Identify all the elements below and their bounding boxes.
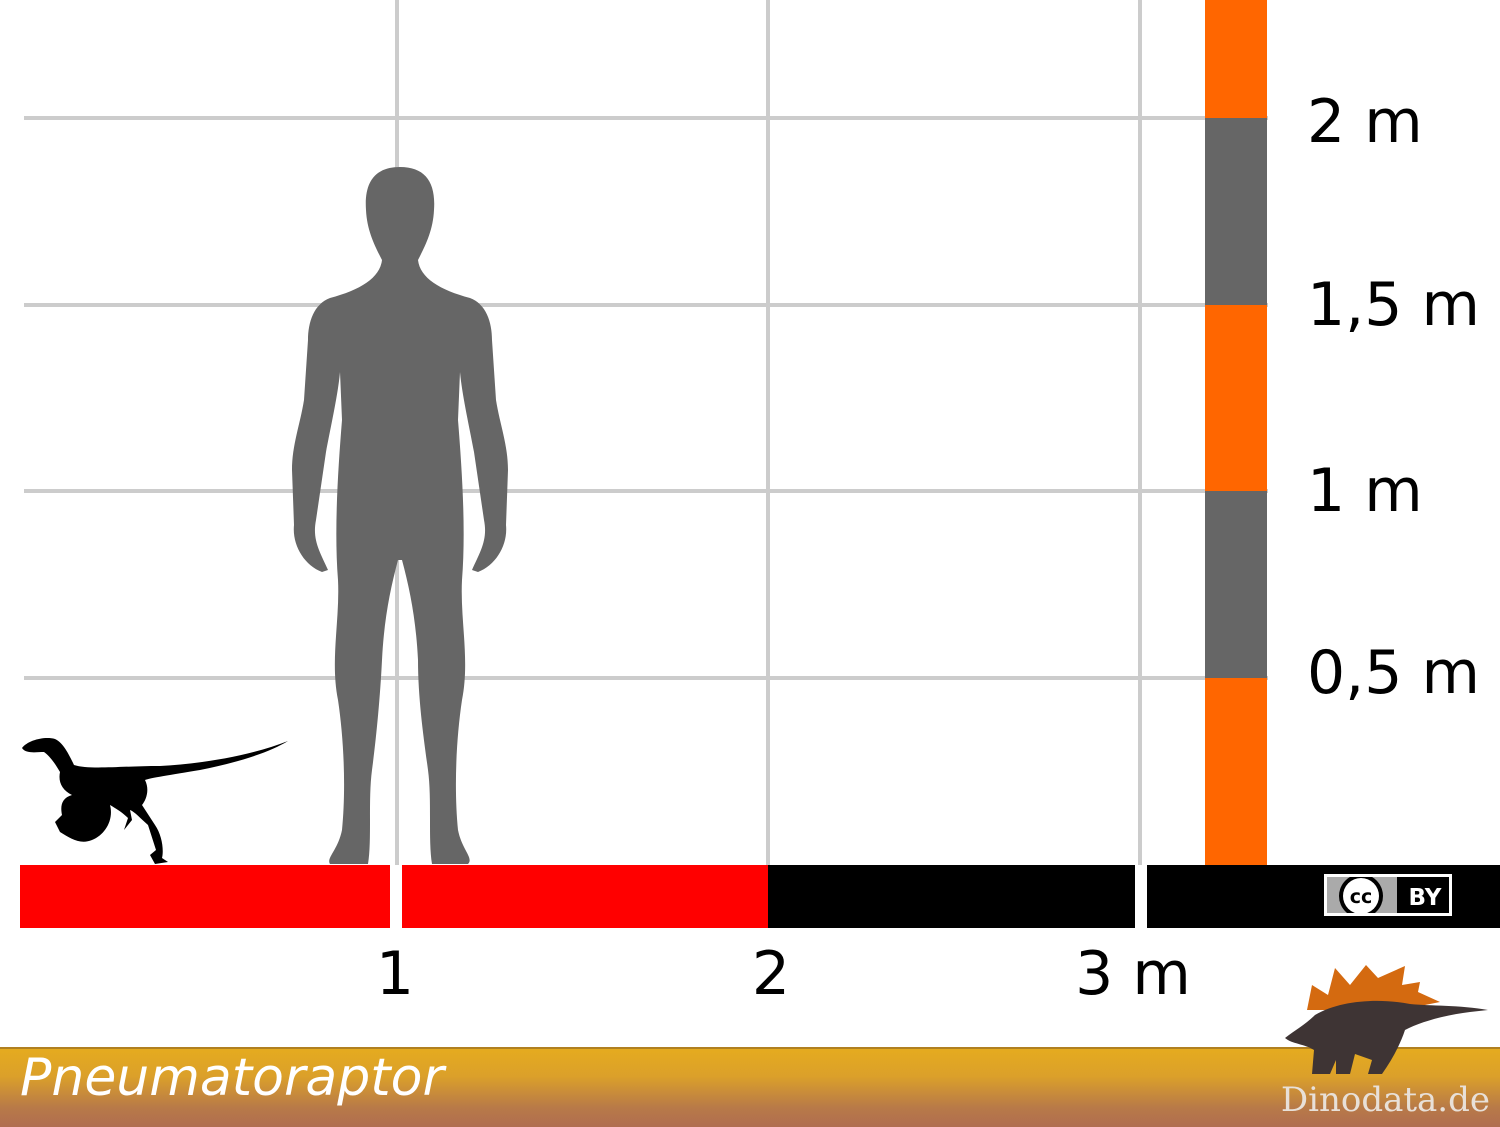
grid-line-vertical: [1138, 0, 1142, 865]
human-silhouette: [292, 167, 508, 864]
height-scale-segment: [1205, 118, 1267, 305]
svg-text:BY: BY: [1409, 885, 1442, 911]
silhouettes: [22, 167, 508, 864]
length-bar-dino: [402, 865, 768, 928]
grid-line-horizontal: [24, 116, 1268, 120]
length-label: 3 m: [1075, 939, 1191, 1009]
height-scale-segment: [1205, 305, 1267, 491]
cc-icon: cc BY: [1327, 874, 1442, 918]
height-scale-segment: [1205, 491, 1267, 678]
length-bar-dino: [20, 865, 390, 928]
grid-line-horizontal: [24, 676, 1268, 680]
height-label: 1 m: [1307, 456, 1423, 526]
site-watermark: Dinodata.de: [1280, 1080, 1490, 1120]
height-label: 2 m: [1307, 87, 1423, 157]
height-scale-segment: [1205, 678, 1267, 865]
cc-by-license-badge: cc BY: [1324, 874, 1452, 918]
grid-line-vertical: [766, 0, 770, 865]
length-bar: [768, 865, 1135, 928]
height-label: 0,5 m: [1307, 638, 1480, 708]
footer-band: [0, 1047, 1500, 1127]
stegosaurus-logo: [1285, 965, 1488, 1074]
height-label: 1,5 m: [1307, 270, 1480, 340]
length-label: 1: [375, 939, 415, 1009]
height-scale-segment: [1205, 0, 1267, 118]
length-label: 2: [751, 939, 791, 1009]
grid-line-horizontal: [24, 489, 1268, 493]
svg-text:cc: cc: [1350, 886, 1373, 908]
pneumatoraptor-silhouette: [22, 738, 288, 864]
species-title: Pneumatoraptor: [20, 1048, 444, 1108]
grid-line-horizontal: [24, 303, 1268, 307]
